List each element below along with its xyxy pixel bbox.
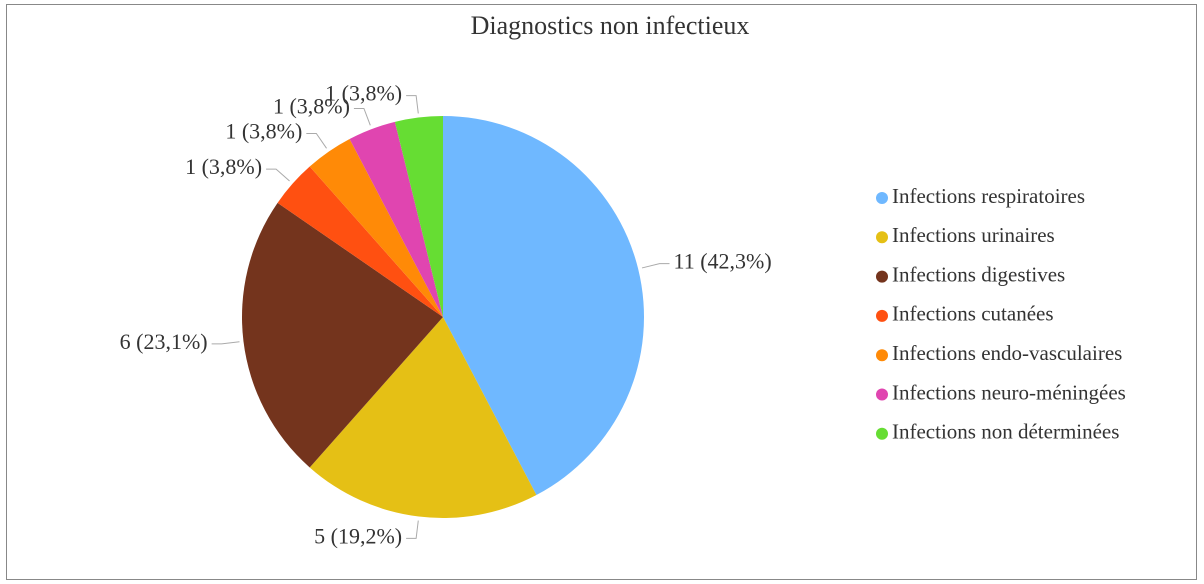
data-label: 1 (3,8%) xyxy=(273,94,350,119)
pie-slice xyxy=(443,116,645,495)
data-label: 6 (23,1%) xyxy=(120,329,208,354)
legend-marker xyxy=(876,192,888,204)
legend-label: Infections cutanées xyxy=(892,302,1054,326)
chart-title: Diagnostics non infectieux xyxy=(471,11,750,40)
legend-label: Infections digestives xyxy=(892,262,1065,286)
pie-slice xyxy=(277,166,443,317)
legend-marker xyxy=(876,349,888,362)
leader-line xyxy=(266,168,290,182)
pie-slice xyxy=(309,139,443,317)
leader-line xyxy=(306,132,327,149)
legend-marker xyxy=(876,231,888,244)
legend-marker xyxy=(876,388,888,401)
pie-slice xyxy=(242,202,443,468)
data-label: 11 (42,3%) xyxy=(674,249,772,274)
data-label: 1 (3,8%) xyxy=(325,81,402,106)
leader-line xyxy=(353,107,371,126)
data-label: 5 (19,2%) xyxy=(314,523,402,548)
pie-slice xyxy=(309,317,537,518)
legend-marker xyxy=(876,270,888,283)
data-label: 1 (3,8%) xyxy=(225,119,302,144)
legend-label: Infections endo-vasculaires xyxy=(892,341,1122,365)
legend-label: Infections neuro-méningées xyxy=(892,380,1126,404)
pie-slice xyxy=(349,121,443,317)
pie-slice xyxy=(394,116,443,317)
legend-marker xyxy=(876,427,888,440)
legend-label: Infections non déterminées xyxy=(892,420,1119,444)
leader-line xyxy=(406,520,419,539)
leader-line xyxy=(211,341,240,345)
legend-label: Infections respiratoires xyxy=(892,184,1085,208)
leader-line xyxy=(406,95,419,114)
legend-label: Infections urinaires xyxy=(892,223,1055,247)
data-label: 1 (3,8%) xyxy=(185,154,262,179)
leader-line xyxy=(641,263,670,269)
legend-marker xyxy=(876,309,888,322)
